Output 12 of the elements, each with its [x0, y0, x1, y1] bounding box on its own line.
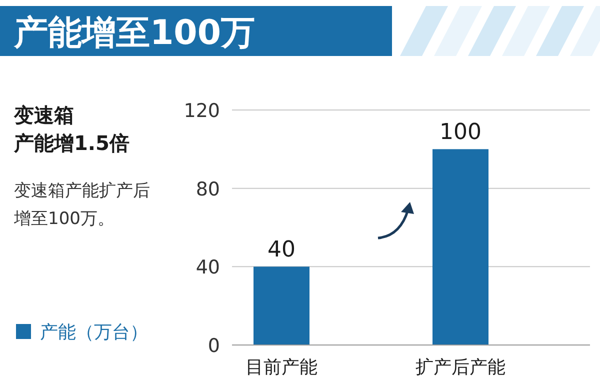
y-tick-label: 80 [196, 178, 220, 200]
y-tick-label: 120 [184, 100, 220, 122]
data-label: 40 [268, 238, 296, 263]
y-tick-label: 0 [208, 335, 220, 357]
x-tick-label: 扩产后产能 [416, 357, 506, 378]
x-tick-label: 目前产能 [246, 357, 318, 378]
data-label: 100 [440, 120, 482, 146]
legend-label: 产能（万台） [40, 322, 148, 343]
text: 变速箱产能增1.5倍 [13, 103, 130, 155]
y-tick-label: 40 [196, 256, 220, 279]
chart-title: 产能增至100万 [13, 13, 255, 53]
text: 变速箱产能扩产后增至100万。 [13, 181, 150, 229]
